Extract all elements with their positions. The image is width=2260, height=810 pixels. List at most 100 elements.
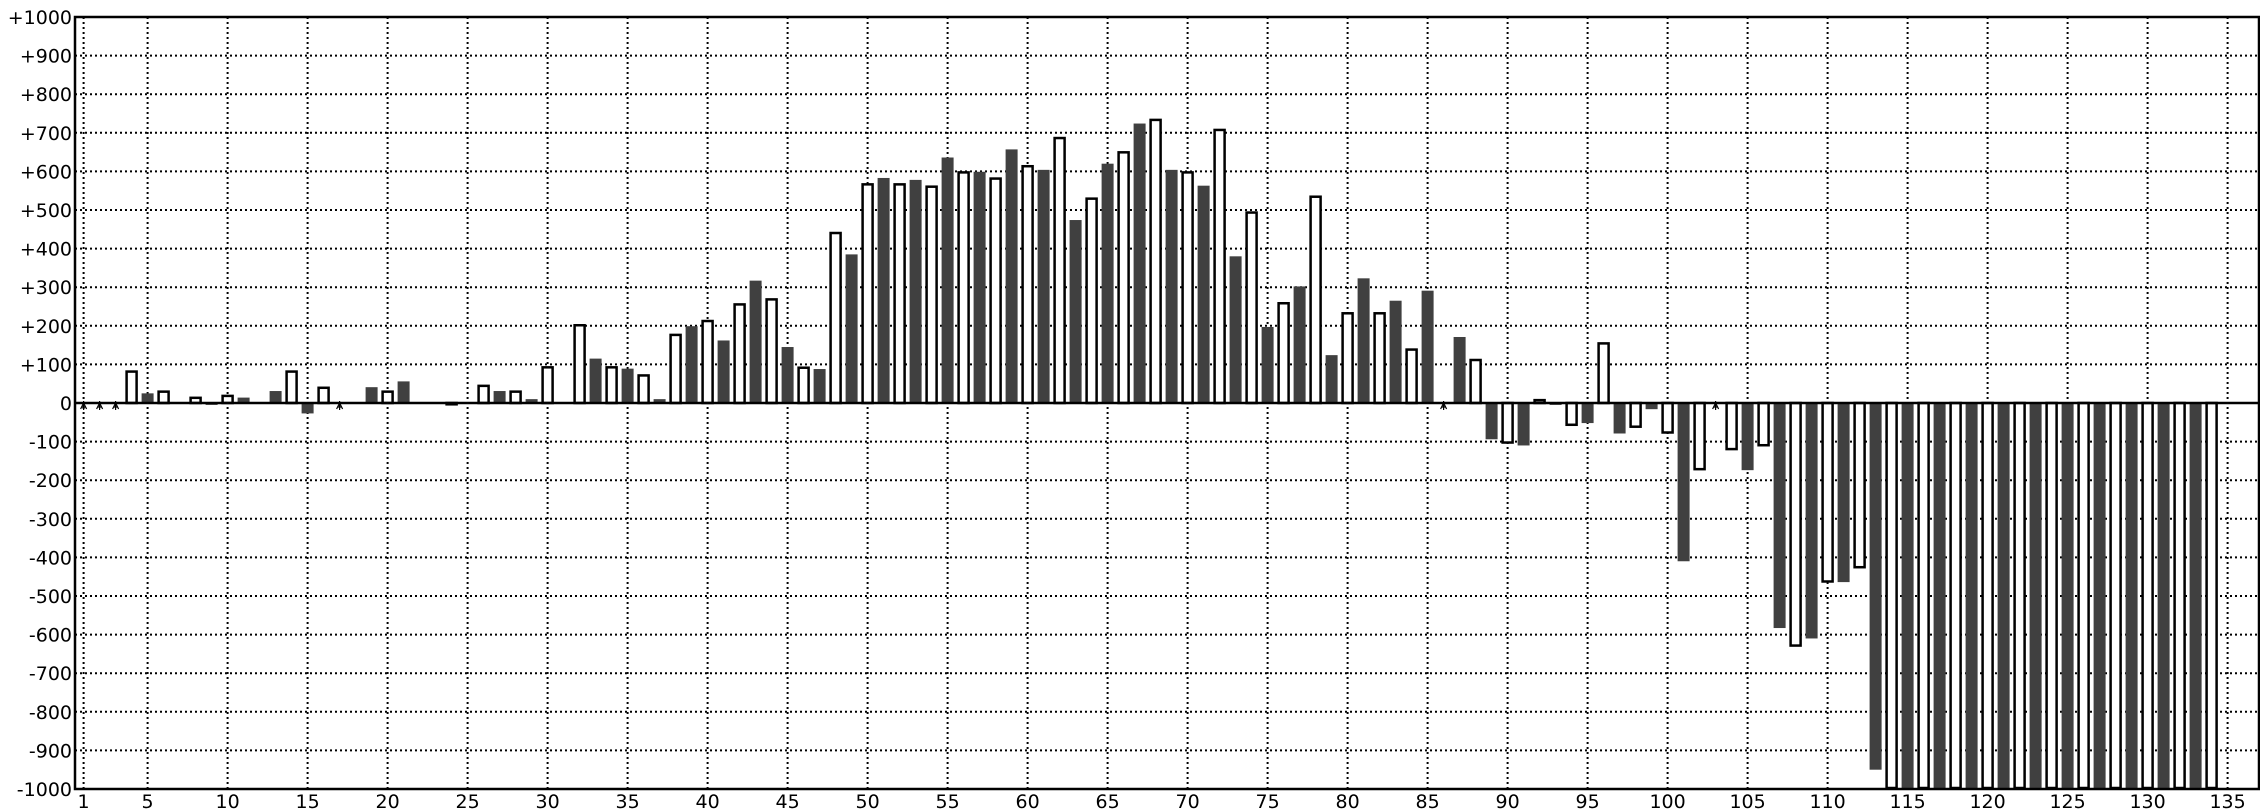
bar (317, 386, 330, 405)
bar (1757, 401, 1770, 447)
bar (365, 387, 378, 403)
y-tick-label: -1000 (17, 779, 72, 801)
bar (1693, 401, 1706, 471)
bar (1005, 149, 1018, 403)
bar (1821, 401, 1834, 583)
bar (1565, 401, 1578, 427)
x-tick-label: 130 (2129, 791, 2165, 810)
bar (1581, 403, 1594, 424)
bar (301, 403, 314, 414)
bar (237, 397, 250, 403)
bar (2029, 403, 2042, 789)
x-axis-tick-labels: 1 5 10 15 20 25 30 35 40 45 50 55 60 65 70 75 80 85 90 95 10… (78, 791, 2246, 810)
bar (381, 390, 394, 405)
bar (669, 333, 682, 405)
bar (765, 298, 778, 405)
y-tick-label: +400 (20, 239, 72, 261)
bar (1469, 358, 1482, 405)
bar (493, 391, 506, 403)
bar (509, 390, 522, 405)
bar (1901, 403, 1914, 789)
bar (1069, 220, 1082, 403)
y-tick-label: +100 (20, 354, 72, 376)
bar (861, 183, 874, 405)
bar (269, 391, 282, 403)
x-tick-label: 120 (1969, 791, 2005, 810)
bar (1021, 164, 1034, 405)
x-tick-label: 55 (936, 791, 960, 810)
bar (1853, 401, 1866, 569)
x-tick-label: 15 (296, 791, 320, 810)
bar (1629, 401, 1642, 428)
bar (285, 370, 298, 405)
bar (1085, 197, 1098, 405)
x-tick-label: 100 (1649, 791, 1685, 810)
x-tick-label: 25 (456, 791, 480, 810)
bar (1293, 286, 1306, 403)
bar (2173, 401, 2186, 790)
bars (125, 118, 2218, 790)
x-tick-label: 45 (776, 791, 800, 810)
bar (2045, 401, 2058, 790)
bar (941, 157, 954, 403)
bar (1997, 403, 2010, 789)
axes (73, 15, 2260, 791)
bar (1245, 211, 1258, 405)
bar (477, 384, 490, 405)
bar (1885, 401, 1898, 790)
x-tick-label: 135 (2209, 791, 2245, 810)
bar (2109, 401, 2122, 790)
bar (989, 177, 1002, 405)
bar (1261, 326, 1274, 403)
bar (925, 185, 938, 405)
bar (1101, 163, 1114, 403)
y-tick-label: -200 (29, 470, 72, 492)
x-tick-label: 115 (1889, 791, 1925, 810)
bar (1517, 403, 1530, 446)
x-tick-label: 35 (616, 791, 640, 810)
x-tick-label: 5 (142, 791, 154, 810)
x-tick-label: 105 (1729, 791, 1765, 810)
bar (573, 324, 586, 405)
bar (1197, 185, 1210, 403)
bar (1805, 403, 1818, 639)
x-tick-label: 85 (1416, 791, 1440, 810)
x-tick-label: 50 (856, 791, 880, 810)
bar (1645, 403, 1658, 410)
bar (1597, 342, 1610, 405)
bar (1485, 403, 1498, 440)
bar (1277, 302, 1290, 405)
bar (1933, 403, 1946, 789)
bar (797, 366, 810, 405)
bar (781, 347, 794, 403)
bar (1373, 312, 1386, 405)
bar (1661, 401, 1674, 434)
y-tick-label: +900 (20, 46, 72, 68)
bar (141, 393, 154, 403)
y-tick-label: +1000 (8, 7, 72, 29)
bar (685, 326, 698, 403)
y-tick-label: -300 (29, 509, 72, 531)
bar (1405, 348, 1418, 405)
bar (1501, 401, 1514, 444)
y-tick-label: +300 (20, 277, 72, 299)
bar (1053, 136, 1066, 405)
bar (1357, 278, 1370, 403)
bar (621, 368, 634, 403)
bar (1133, 123, 1146, 403)
bar (1117, 151, 1130, 405)
x-tick-label: 110 (1809, 791, 1845, 810)
y-tick-label: +600 (20, 161, 72, 183)
x-tick-label: 80 (1336, 791, 1360, 810)
y-tick-label: -700 (29, 663, 72, 685)
bar (525, 399, 538, 403)
bar (157, 390, 170, 405)
y-tick-label: -800 (29, 702, 72, 724)
x-tick-label: 10 (216, 791, 240, 810)
bar (1981, 401, 1994, 790)
bar (2141, 401, 2154, 790)
x-tick-label: 20 (376, 791, 400, 810)
bar (1181, 171, 1194, 405)
bar (1213, 128, 1226, 405)
bar (717, 340, 730, 403)
